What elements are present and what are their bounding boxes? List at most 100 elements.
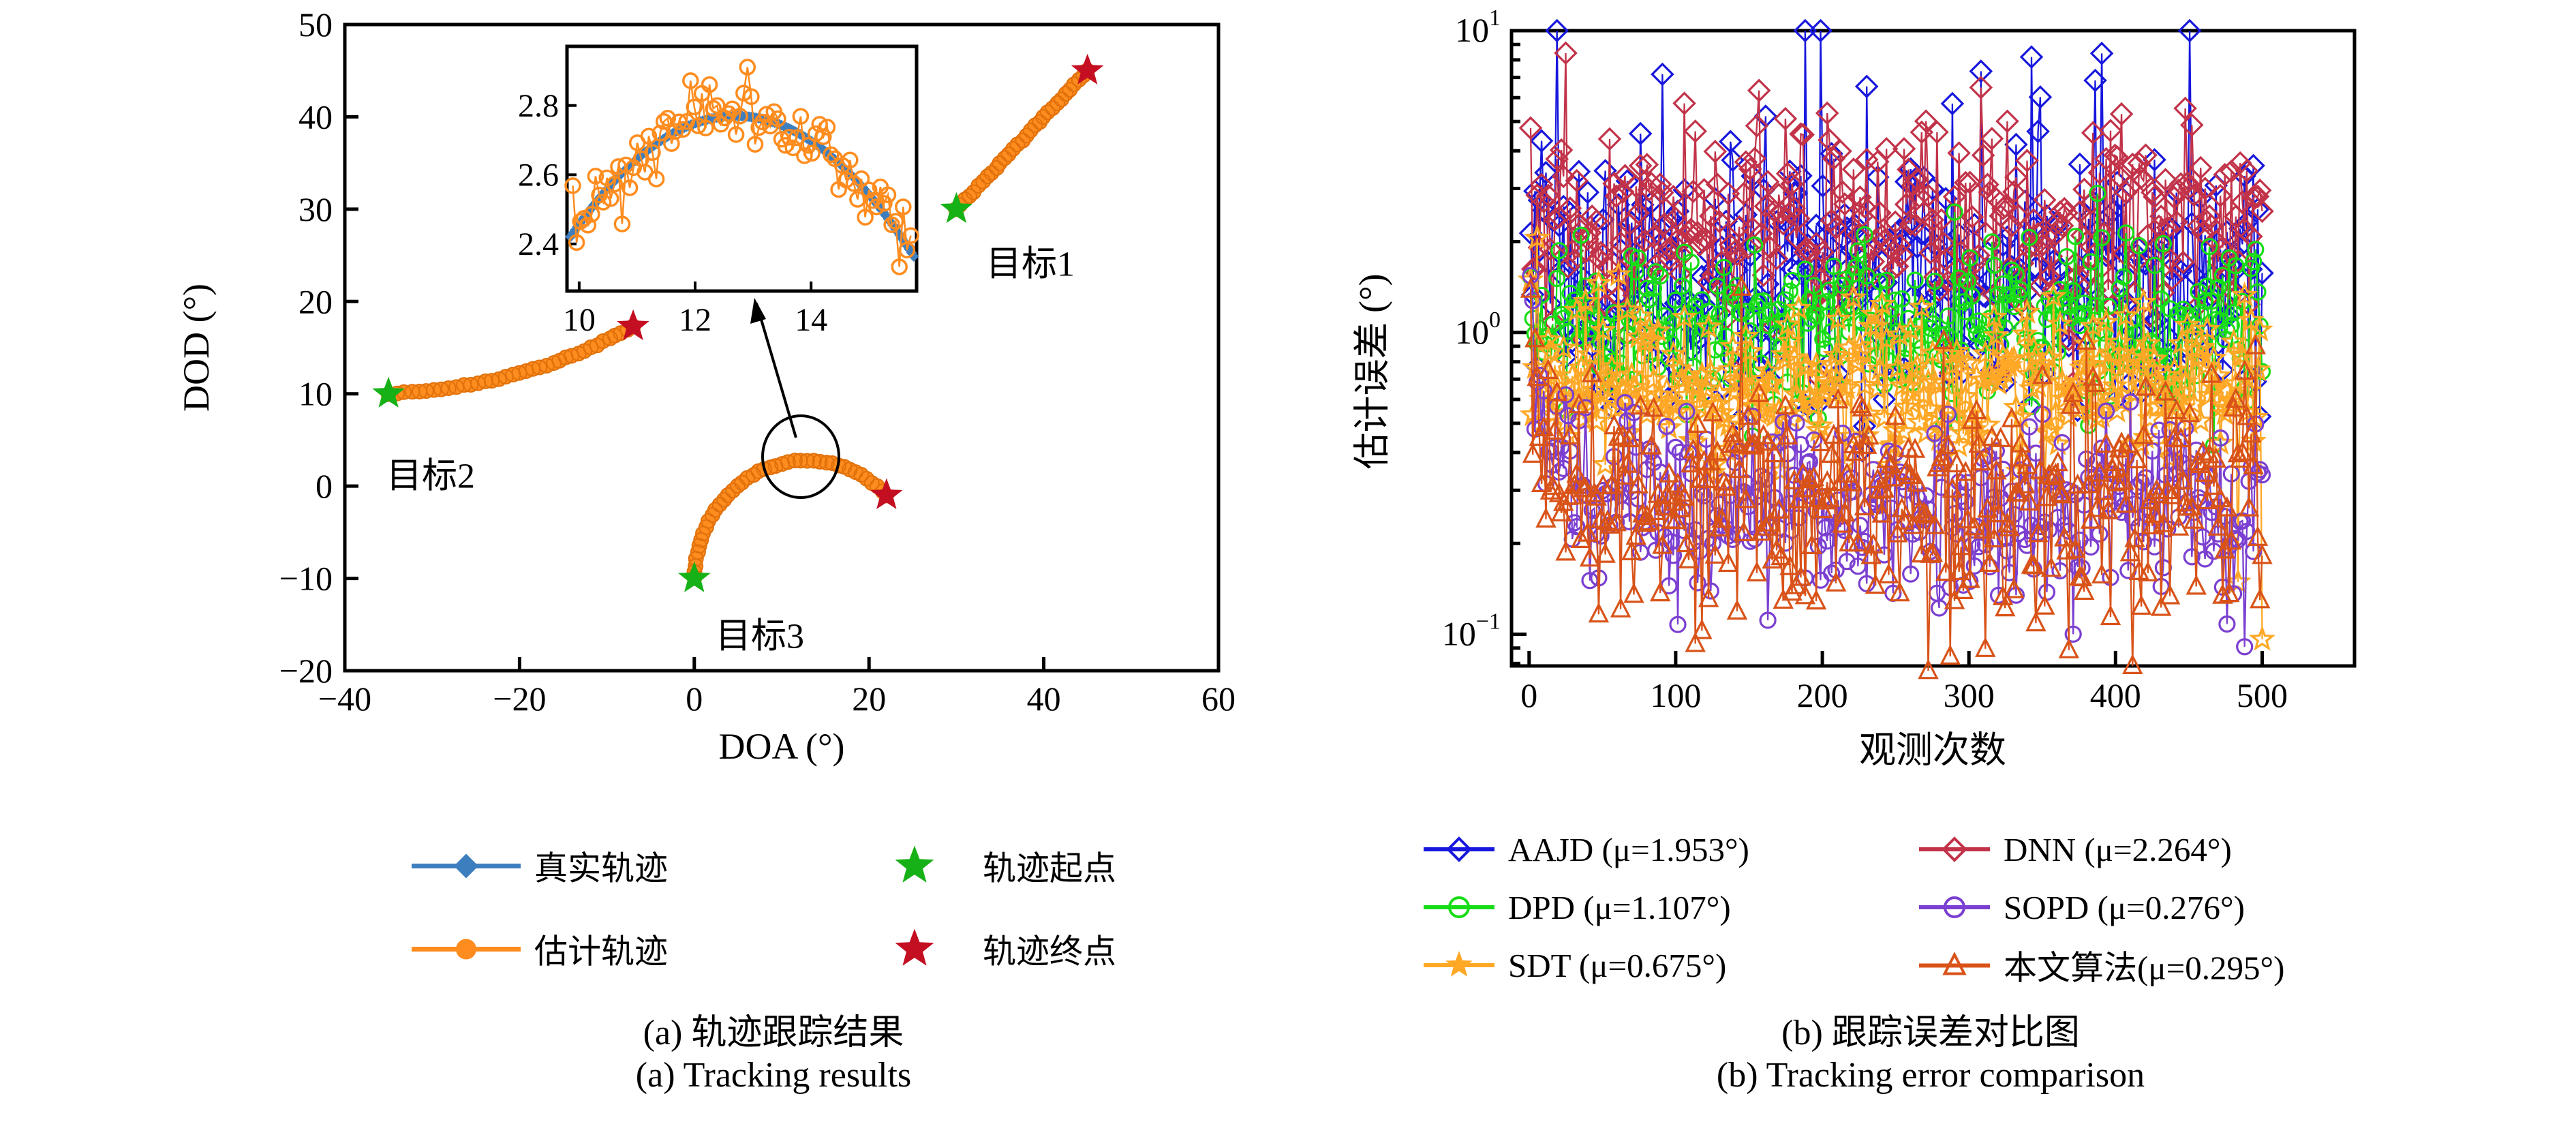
legend-item-star-4: SDT (μ=0.675°) — [1421, 943, 1726, 987]
star-legend-icon — [1424, 951, 1494, 977]
series-SDT — [1517, 224, 2276, 651]
legend-item-4: 轨迹终点 — [857, 925, 1116, 973]
panel-b-y-tick: 101 — [1455, 5, 1501, 49]
panel-b-x-tick: 400 — [2090, 676, 2141, 714]
legend-item-triangle-5-label: 本文算法(μ=0.295°) — [2004, 949, 2285, 987]
diamond-legend-icon — [1424, 836, 1494, 862]
panel-b-x-tick: 200 — [1797, 676, 1848, 714]
zoom-region-circle — [761, 414, 840, 499]
trajectory-目标3 — [686, 453, 894, 586]
start-star-marker — [678, 561, 711, 592]
panel-a-y-tick: 10 — [298, 375, 333, 413]
legend-item-circle-3-label: SOPD (μ=0.276°) — [2004, 888, 2245, 926]
panel-b-x-tick: 300 — [1944, 676, 1995, 714]
inset-y-tick: 2.6 — [518, 157, 559, 193]
inset-y-tick: 2.4 — [518, 226, 559, 262]
panel-b-y-tick: 100 — [1455, 307, 1501, 351]
panel-b-ticks — [1512, 29, 2264, 666]
caption-a-en: (a) Tracking results — [635, 1056, 912, 1095]
end-star-marker — [870, 478, 903, 509]
end-star-marker — [1071, 53, 1104, 85]
panel-a-axes-box — [343, 22, 1221, 673]
inset-x-tick: 12 — [679, 302, 711, 338]
legend-item-star-4-label: SDT (μ=0.675°) — [1508, 946, 1727, 984]
panel-a-x-tick: −20 — [493, 680, 546, 718]
inset-x-tick: 14 — [795, 302, 827, 338]
legend-item-1-label: 真实轨迹 — [534, 849, 669, 887]
panel-a-y-tick: −20 — [279, 652, 333, 690]
estimated-trajectory-markers — [686, 453, 894, 586]
legend-item-3: 轨迹起点 — [857, 842, 1116, 890]
panel-b-y-tick: 10−1 — [1442, 609, 1501, 653]
legend-item-diamond-1: DNN (μ=2.264°) — [1916, 827, 2232, 871]
line-dot-legend-icon — [412, 939, 521, 959]
inset-estimated-markers — [564, 59, 919, 275]
inset-x-tick: 10 — [563, 302, 596, 338]
panel-a-ticks — [343, 22, 1221, 673]
legend-item-4-label: 轨迹终点 — [983, 932, 1117, 971]
target-3-label: 目标3 — [715, 617, 805, 656]
panel-a-x-tick: 0 — [686, 680, 703, 718]
target-2-label: 目标2 — [386, 457, 476, 496]
star-legend-icon — [895, 845, 934, 883]
star-legend-icon — [895, 928, 934, 966]
panel-b-x-tick: 100 — [1650, 676, 1701, 714]
legend-item-diamond-0-label: AAJD (μ=1.953°) — [1508, 830, 1749, 868]
triangle-legend-icon — [1919, 951, 1990, 975]
panel-a-x-axis-label: DOA (°) — [718, 726, 845, 767]
series-line — [1529, 193, 2263, 446]
end-star-marker — [617, 309, 649, 341]
diamond-legend-icon — [1919, 836, 1990, 862]
panel-b-x-tick: 500 — [2237, 676, 2288, 714]
circle-legend-icon — [1919, 896, 1990, 918]
panel-a-y-tick: 50 — [298, 5, 333, 44]
series-markers — [1517, 224, 2276, 651]
legend-item-diamond-0: AAJD (μ=1.953°) — [1421, 827, 1749, 871]
legend-item-3-label: 轨迹起点 — [983, 849, 1117, 887]
legend-item-1: 真实轨迹 — [409, 842, 668, 890]
legend-item-2-label: 估计轨迹 — [534, 932, 669, 971]
legend-item-circle-3: SOPD (μ=0.276°) — [1916, 885, 2245, 929]
tracking-error-plot: 0 100 200 300 400 500 101 100 10−1 — [1442, 5, 2357, 714]
circle-legend-icon — [1424, 896, 1494, 918]
estimated-trajectory-markers — [380, 318, 641, 402]
caption-b-zh: (b) 跟踪误差对比图 — [1781, 1014, 2080, 1052]
panel-b-axes-box — [1509, 29, 2357, 668]
legend-item-circle-2: DPD (μ=1.107°) — [1421, 885, 1731, 929]
inset-estimated-line — [572, 67, 912, 267]
legend-item-diamond-1-label: DNN (μ=2.264°) — [2004, 830, 2232, 868]
inset-ticks — [567, 104, 813, 291]
start-star-marker — [940, 192, 973, 224]
panel-a-x-tick: 20 — [852, 680, 886, 718]
start-star-marker — [372, 376, 405, 408]
trajectory-目标2 — [380, 318, 641, 402]
panel-a-x-tick: 60 — [1201, 680, 1236, 718]
panel-a-x-tick: 40 — [1027, 680, 1061, 718]
panel-a-x-tick: −40 — [318, 680, 371, 718]
zoom-arrow-line — [755, 303, 797, 438]
panel-a-y-tick: −10 — [279, 560, 333, 598]
legend-item-triangle-5: 本文算法(μ=0.295°) — [1916, 941, 2284, 990]
inset-zoom-plot: 10 12 14 2.4 2.6 2.8 — [518, 44, 919, 338]
trajectory-目标1 — [948, 62, 1096, 217]
panel-b-x-axis-label: 观测次数 — [1859, 729, 2006, 771]
target-1-label: 目标1 — [985, 245, 1075, 284]
legend-item-circle-2-label: DPD (μ=1.107°) — [1508, 888, 1731, 926]
legend-item-2: 估计轨迹 — [409, 925, 668, 973]
line-diamond-legend-icon — [412, 853, 521, 878]
series-markers — [1520, 275, 2273, 680]
zoom-arrow-head — [750, 298, 766, 324]
series-本文算法 — [1520, 275, 2273, 680]
panel-a-y-tick: 20 — [298, 282, 333, 320]
caption-b-en: (b) Tracking error comparison — [1716, 1056, 2145, 1095]
inset-true-markers — [565, 110, 919, 262]
caption-a-zh: (a) 轨迹跟踪结果 — [643, 1014, 904, 1052]
panel-a-y-tick: 40 — [298, 97, 333, 136]
panel-a-y-tick: 30 — [298, 190, 333, 228]
panel-b-y-axis-label: 估计误差 (°) — [1351, 273, 1393, 470]
estimated-trajectory-markers — [948, 62, 1096, 217]
panel-a-y-axis-label: DOD (°) — [176, 283, 217, 412]
